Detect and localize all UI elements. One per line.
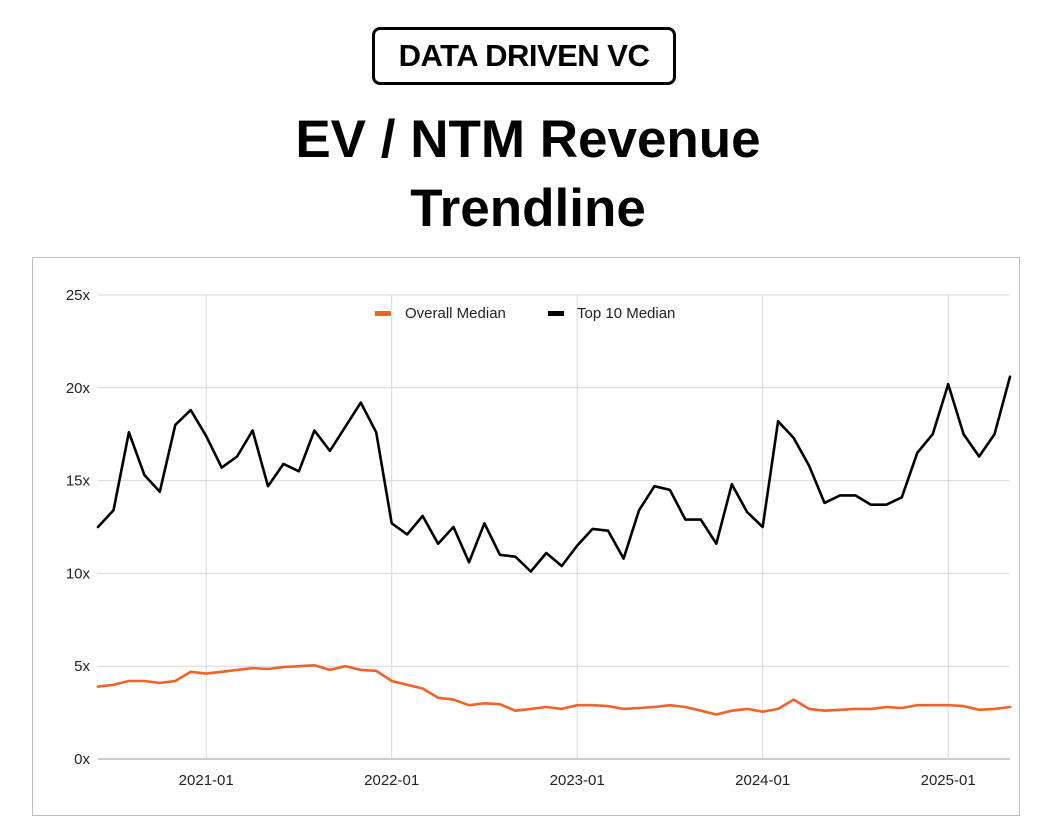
brand-logo: DATA DRIVEN VC xyxy=(372,27,676,85)
x-tick-label: 2024-01 xyxy=(735,772,790,789)
legend: Overall Median Top 10 Median xyxy=(375,305,675,322)
x-tick-label: 2021-01 xyxy=(179,772,234,789)
grid-layer xyxy=(98,294,1010,760)
series-line-overall-median xyxy=(96,663,1012,716)
y-tick-label: 5x xyxy=(74,658,90,675)
y-tick-label: 10x xyxy=(66,565,91,582)
y-tick-label: 15x xyxy=(66,473,91,490)
legend-label-top-10-median: Top 10 Median xyxy=(577,305,675,322)
y-tick-label: 25x xyxy=(66,287,91,304)
legend-swatch-top-10-median xyxy=(548,311,564,316)
y-tick-label: 0x xyxy=(74,751,90,768)
legend-swatch-overall-median xyxy=(375,311,391,316)
series-layer xyxy=(96,375,1012,716)
line-chart: 0x 5x 10x 15x 20x 25x 2021-01 2022-01 2023-01 202… xyxy=(66,287,1012,789)
chart-title-line-2: Trendline xyxy=(410,179,646,238)
chart-area: 0x 5x 10x 15x 20x 25x 2021-01 2022-01 2023-01 202… xyxy=(32,257,1020,816)
x-tick-label: 2022-01 xyxy=(364,772,419,789)
chart-title-line-1: EV / NTM Revenue xyxy=(295,110,761,169)
axis-layer: 0x 5x 10x 15x 20x 25x 2021-01 2022-01 2023-01 202… xyxy=(66,287,976,789)
brand-logo-text: DATA DRIVEN VC xyxy=(398,38,650,73)
x-tick-label: 2023-01 xyxy=(550,772,605,789)
legend-label-overall-median: Overall Median xyxy=(405,305,506,322)
x-tick-label: 2025-01 xyxy=(921,772,976,789)
series-line-top-10-median xyxy=(96,375,1012,573)
y-tick-label: 20x xyxy=(66,380,91,397)
